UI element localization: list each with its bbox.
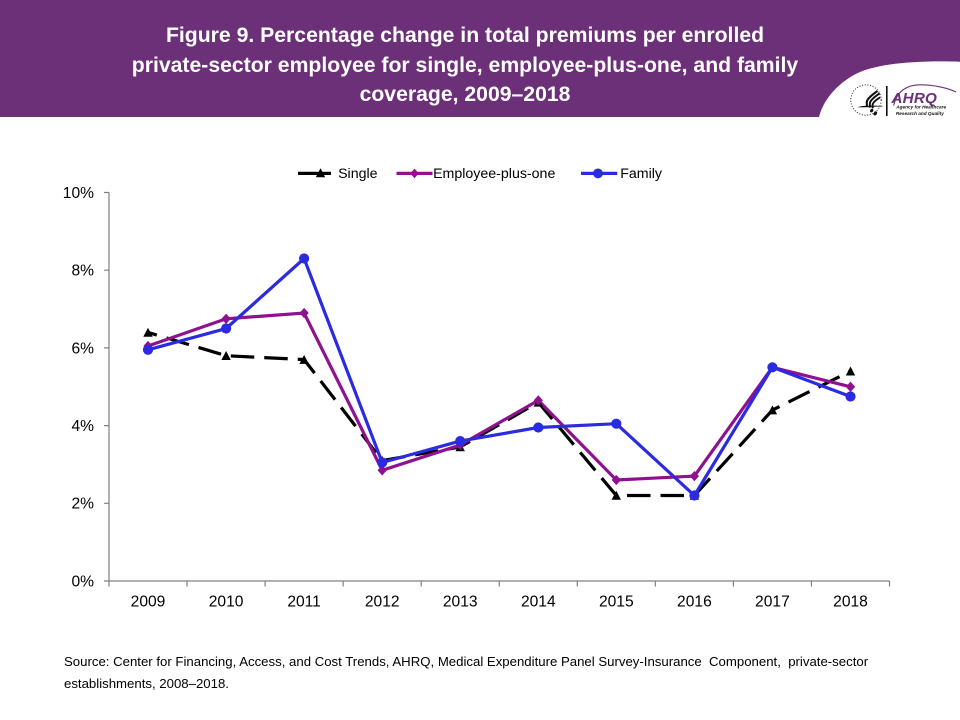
svg-text:2012: 2012 xyxy=(365,593,400,610)
svg-text:2013: 2013 xyxy=(443,593,478,610)
svg-text:Single: Single xyxy=(338,166,378,182)
svg-text:2009: 2009 xyxy=(131,593,166,610)
svg-text:2011: 2011 xyxy=(287,593,321,610)
svg-text:2017: 2017 xyxy=(755,593,790,610)
svg-text:Research and Quality: Research and Quality xyxy=(896,111,944,116)
svg-text:AHRQ: AHRQ xyxy=(891,90,938,107)
svg-text:Family: Family xyxy=(620,166,663,182)
svg-text:2010: 2010 xyxy=(209,593,244,610)
svg-text:2%: 2% xyxy=(71,496,94,513)
svg-text:2014: 2014 xyxy=(521,593,556,610)
svg-text:6%: 6% xyxy=(71,340,94,357)
svg-text:2016: 2016 xyxy=(677,593,712,610)
svg-text:2015: 2015 xyxy=(599,593,634,610)
svg-text:8%: 8% xyxy=(71,263,94,280)
svg-text:0%: 0% xyxy=(71,573,94,590)
svg-text:Employee-plus-one: Employee-plus-one xyxy=(433,166,555,182)
svg-text:2018: 2018 xyxy=(833,593,868,610)
svg-text:Agency for Healthcare: Agency for Healthcare xyxy=(895,105,946,110)
svg-text:10%: 10% xyxy=(63,185,94,202)
svg-text:4%: 4% xyxy=(71,418,94,435)
